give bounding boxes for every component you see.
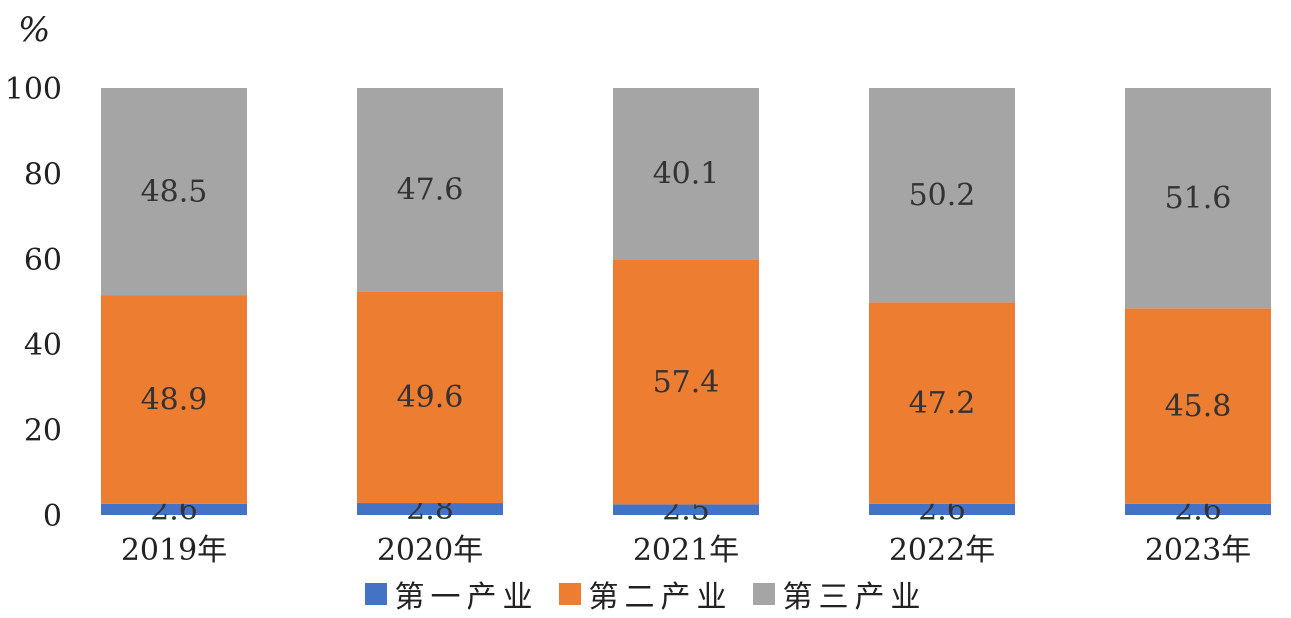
data-label-1-2: 57.4 [653, 365, 720, 400]
bar-segment-2-3 [869, 88, 1015, 303]
bar-segment-2-2 [613, 88, 759, 260]
data-label-2-2: 40.1 [653, 157, 720, 192]
legend-swatch-secondary [558, 583, 581, 605]
data-label-1-4: 45.8 [1165, 389, 1232, 424]
bar-segment-1-4 [1125, 308, 1271, 504]
x-tick-label-2: 2021年 [633, 533, 739, 568]
bar-segment-1-3 [869, 302, 1015, 504]
x-tick-label-4: 2023年 [1145, 533, 1251, 568]
x-tick-label-0: 2019年 [121, 533, 227, 568]
bar-segment-0-1 [357, 503, 503, 515]
data-label-2-0: 48.5 [141, 175, 208, 210]
bar-segment-2-0 [101, 88, 247, 296]
legend-swatch-primary [364, 583, 387, 605]
legend-item-secondary: 第二产业 [558, 572, 733, 616]
data-label-1-1: 49.6 [397, 380, 464, 415]
bar-segment-2-1 [357, 88, 503, 292]
x-tick-label-3: 2022年 [889, 533, 995, 568]
data-label-2-1: 47.6 [397, 173, 464, 208]
bar-segment-0-2 [613, 504, 759, 515]
y-tick-label-0: 0 [43, 499, 62, 534]
bar-segment-0-0 [101, 503, 247, 515]
y-axis-unit-label: % [18, 10, 51, 50]
y-tick-label-60: 60 [24, 243, 62, 278]
legend-swatch-tertiary [752, 583, 775, 605]
data-label-1-3: 47.2 [909, 386, 976, 421]
bar-segment-1-2 [613, 259, 759, 505]
bar-segment-0-3 [869, 503, 1015, 515]
y-tick-label-80: 80 [24, 157, 62, 192]
legend-label-primary: 第一产业 [394, 580, 539, 615]
legend-item-tertiary: 第三产业 [752, 572, 927, 616]
bar-segment-1-0 [101, 295, 247, 504]
chart-legend: 第一产业 第二产业 第三产业 [0, 572, 1291, 616]
legend-item-primary: 第一产业 [364, 572, 539, 616]
legend-label-tertiary: 第三产业 [782, 580, 927, 615]
y-tick-label-100: 100 [5, 72, 62, 107]
data-label-2-3: 50.2 [909, 178, 976, 213]
x-tick-label-1: 2020年 [377, 533, 483, 568]
bar-segment-2-4 [1125, 88, 1271, 309]
y-tick-label-40: 40 [24, 328, 62, 363]
data-label-1-0: 48.9 [141, 382, 208, 417]
bar-segment-0-4 [1125, 503, 1271, 515]
legend-label-secondary: 第二产业 [588, 580, 733, 615]
data-label-2-4: 51.6 [1165, 181, 1232, 216]
bar-segment-1-1 [357, 291, 503, 504]
y-tick-label-20: 20 [24, 414, 62, 449]
